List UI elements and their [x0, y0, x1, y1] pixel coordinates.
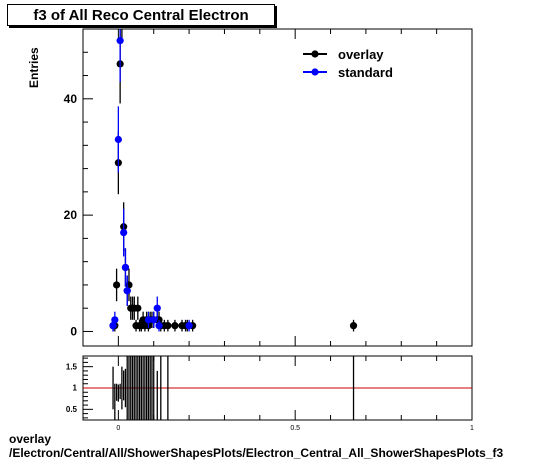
data-point — [120, 228, 128, 237]
y-tick-label: 20 — [64, 208, 78, 222]
data-point — [123, 287, 131, 295]
data-point — [134, 304, 142, 312]
data-point — [112, 281, 121, 289]
plot-frame — [82, 28, 473, 347]
data-point — [114, 135, 122, 144]
y-tick-label: 40 — [64, 92, 78, 106]
y-tick-label: 1 — [73, 384, 78, 393]
chart-title: f3 of All Reco Central Electron — [33, 7, 249, 24]
data-point — [144, 316, 153, 324]
main-plot: 0 20 40 Entries overlay standard — [27, 28, 473, 347]
legend: overlay standard — [303, 47, 393, 80]
series-standard — [109, 29, 193, 332]
data-point — [153, 304, 161, 312]
data-point — [155, 322, 163, 330]
series-ratio — [112, 356, 355, 420]
data-point — [164, 322, 172, 330]
x-tick-label: 1 — [470, 425, 474, 432]
data-point — [171, 322, 179, 330]
ratio-plot: 0.5 1 1.5 0 0.5 1 — [66, 355, 474, 432]
series-overlay — [109, 29, 358, 332]
x-tick-label: 0 — [116, 425, 120, 432]
chart-title-box: f3 of All Reco Central Electron — [7, 4, 275, 26]
legend-marker — [311, 50, 319, 58]
footer-line-2: /Electron/Central/All/ShowerShapesPlots/… — [9, 446, 504, 460]
y-tick-label: 0.5 — [66, 405, 78, 414]
legend-label: standard — [338, 65, 393, 80]
legend-marker — [311, 68, 319, 76]
data-point — [349, 322, 358, 330]
y-tick-label: 0 — [70, 324, 77, 338]
data-point — [111, 316, 119, 324]
footer-caption: overlay /Electron/Central/All/ShowerShap… — [9, 432, 503, 460]
data-point — [121, 263, 130, 272]
footer-line-1: overlay — [9, 432, 52, 446]
x-tick-label: 0.5 — [290, 425, 300, 432]
data-point — [116, 37, 124, 45]
y-axis-label: Entries — [27, 47, 41, 88]
y-tick-label: 1.5 — [66, 362, 78, 371]
data-point — [185, 322, 193, 330]
legend-label: overlay — [338, 47, 384, 62]
data-point — [150, 316, 158, 324]
